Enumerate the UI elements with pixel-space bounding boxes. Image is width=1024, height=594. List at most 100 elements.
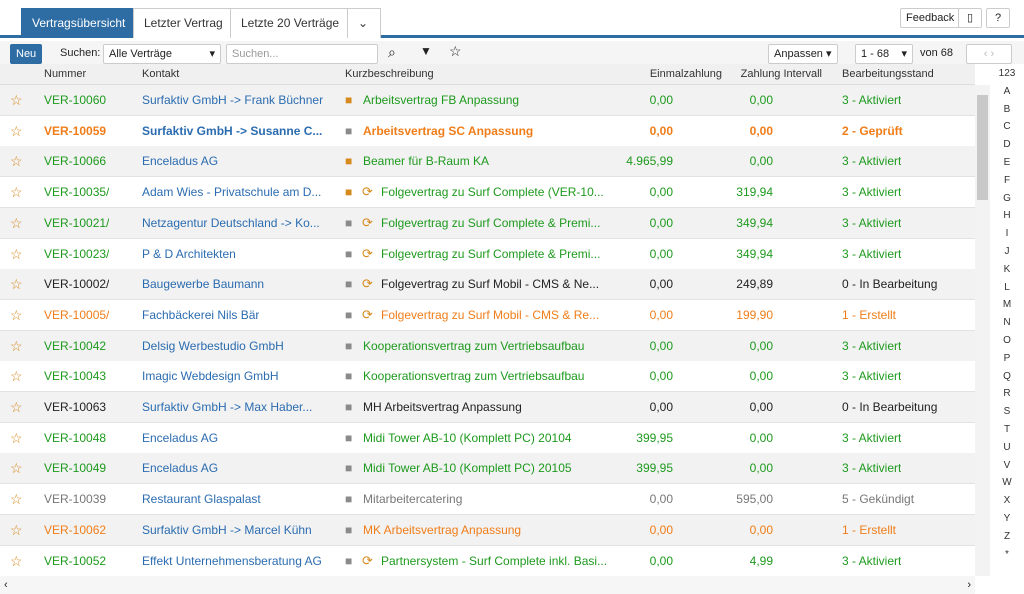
alphabet-filter[interactable]: R	[1003, 388, 1011, 400]
table-row[interactable]: ☆ ■ VER-10039 Restaurant Glaspalast Mitarbei…	[0, 484, 975, 516]
contact[interactable]: Netzagentur Deutschland -> Ko...	[142, 215, 320, 230]
favorite-star[interactable]: ☆	[10, 122, 23, 139]
alphabet-filter[interactable]: E	[1003, 157, 1011, 168]
contact[interactable]: Enceladus AG	[142, 461, 219, 476]
column-header[interactable]: Kontakt	[142, 68, 180, 80]
alphabet-filter[interactable]: H	[1003, 210, 1011, 222]
alphabet-filter[interactable]: Q	[1003, 370, 1011, 382]
alphabet-filter[interactable]: X	[1003, 495, 1011, 507]
tab-more[interactable]: ⌄	[347, 8, 381, 38]
contact[interactable]: Fachbäckerei Nils Bär	[142, 307, 260, 322]
favorite-star[interactable]: ☆	[10, 276, 23, 293]
table-row[interactable]: ☆ ■ VER-10060 Surfaktiv GmbH -> Frank Büchn…	[0, 85, 975, 116]
favorite-star[interactable]: ☆	[10, 368, 23, 385]
contact[interactable]: P & D Architekten	[142, 246, 236, 261]
table-row[interactable]: ☆ ■ ⟳ VER-10021/Netzagentur Deutschland -> …	[0, 207, 975, 239]
alphabet-filter[interactable]: F	[1003, 174, 1011, 186]
alphabet-filter[interactable]: I	[1005, 228, 1009, 240]
table-row[interactable]: ☆ ■ ⟳ VER-10035/Adam Wies - Privatschule am…	[0, 177, 975, 209]
alphabet-filter[interactable]: A	[1003, 85, 1011, 97]
horizontal-scrollbar[interactable]: ‹ ›	[0, 576, 975, 594]
alphabet-filter[interactable]: Z	[1003, 530, 1011, 542]
contact[interactable]: Surfaktiv GmbH -> Susanne C...	[142, 123, 323, 138]
favorite-star[interactable]: ☆	[10, 399, 23, 415]
alphabet-filter[interactable]: S	[1003, 406, 1011, 418]
favorite-star[interactable]: ☆	[10, 337, 23, 354]
table-row[interactable]: ☆ ■ VER-10066 Enceladus AG Beamer für B-Raum…	[0, 146, 975, 178]
alphabet-filter[interactable]: C	[1003, 121, 1011, 133]
table-row[interactable]: ☆ ■ ⟳ VER-10052 Effekt Unternehmensberatung …	[0, 545, 975, 576]
alphabet-filter[interactable]: K	[1003, 263, 1011, 275]
column-header[interactable]: Einmalzahlung	[649, 68, 722, 80]
favorite-star[interactable]: ☆	[10, 429, 23, 446]
search-input[interactable]: Suchen...	[226, 44, 378, 64]
favorite-star[interactable]: ☆	[10, 214, 23, 231]
favorite-star[interactable]: ☆	[10, 153, 23, 170]
favorite-star[interactable]: ☆	[10, 184, 23, 201]
alphabet-filter[interactable]: B	[1003, 103, 1011, 115]
table-row[interactable]: ☆ ■ ⟳ VER-10023/P & D Architekten Folgevertr…	[0, 238, 975, 270]
alphabet-filter[interactable]: J	[1004, 246, 1010, 257]
favorite-star[interactable]: ☆	[10, 491, 23, 508]
alphabet-filter[interactable]: W	[1002, 477, 1012, 489]
alphabet-filter[interactable]: D	[1003, 139, 1011, 151]
search-icon[interactable]: ⌕	[388, 44, 396, 60]
contact[interactable]: Surfaktiv GmbH -> Frank Büchner	[142, 93, 324, 107]
contact[interactable]: Enceladus AG	[142, 430, 219, 445]
table-row[interactable]: ☆ ■ VER-10043 Imagic Webdesign GmbH Kooperat…	[0, 361, 975, 393]
favorite-star[interactable]: ☆	[10, 460, 23, 477]
doc-button[interactable]: ▯	[958, 8, 982, 28]
table-row[interactable]: ☆ ■ VER-10062 Surfaktiv GmbH -> Marcel Kühn…	[0, 514, 975, 546]
contact[interactable]: Baugewerbe Baumann	[142, 277, 265, 292]
alphabet-filter[interactable]: T	[1003, 424, 1011, 435]
range-select[interactable]: 1 - 68 ▾	[855, 44, 913, 64]
column-header[interactable]: Kurzbeschreibung	[345, 68, 434, 80]
alphabet-filter[interactable]: P	[1003, 352, 1011, 364]
alphabet-filter[interactable]: 123	[998, 68, 1016, 79]
favorite-star[interactable]: ☆	[10, 92, 23, 108]
contact[interactable]: Surfaktiv GmbH -> Marcel Kühn	[142, 522, 312, 537]
contact[interactable]: Adam Wies - Privatschule am D...	[142, 185, 322, 200]
new-button[interactable]: Neu	[10, 44, 43, 64]
alphabet-filter[interactable]: U	[1003, 441, 1011, 453]
column-header[interactable]: Zahlung Intervall	[740, 68, 822, 80]
alphabet-filter[interactable]: L	[1004, 281, 1010, 293]
alphabet-filter[interactable]: G	[1003, 192, 1011, 204]
favorite-star[interactable]: ☆	[10, 521, 23, 538]
contact[interactable]: Enceladus AG	[142, 154, 219, 169]
favorite-star[interactable]: ☆	[10, 245, 23, 262]
table-row[interactable]: ☆ ■ VER-10048 Enceladus AG Midi Tower AB-10 …	[0, 422, 975, 454]
tab[interactable]: Letzter Vertrag	[133, 8, 234, 38]
vertical-scrollbar[interactable]	[975, 85, 990, 576]
contact[interactable]: Effekt Unternehmensberatung AG	[142, 553, 322, 568]
alphabet-filter[interactable]: *	[1005, 548, 1009, 560]
table-row[interactable]: ☆ ■ ⟳ VER-10002/Baugewerbe Baumann Folgevert…	[0, 269, 975, 301]
contact[interactable]: Delsig Werbestudio GmbH	[142, 338, 284, 353]
favorite-icon[interactable]: ☆	[449, 43, 462, 59]
favorite-star[interactable]: ☆	[10, 306, 23, 323]
favorite-star[interactable]: ☆	[10, 552, 23, 569]
customize-button[interactable]: Anpassen ▾	[768, 44, 838, 64]
table-row[interactable]: ☆ ■ VER-10042 Delsig Werbestudio GmbH Kooper…	[0, 330, 975, 362]
table-row[interactable]: ☆ ■ VER-10063 Surfaktiv GmbH -> Max Haber..…	[0, 392, 975, 423]
contact[interactable]: Restaurant Glaspalast	[142, 492, 261, 507]
pager[interactable]: ‹ ›	[966, 44, 1012, 64]
contact[interactable]: Surfaktiv GmbH -> Max Haber...	[142, 400, 313, 414]
table-row[interactable]: ☆ ■ VER-10049 Enceladus AG Midi Tower AB-10 …	[0, 453, 975, 485]
alphabet-filter[interactable]: O	[1003, 335, 1011, 346]
help-button[interactable]: ?	[986, 8, 1010, 28]
filter-icon[interactable]: ▼	[420, 44, 432, 58]
feedback-button[interactable]: Feedback	[900, 8, 961, 28]
column-header[interactable]: Bearbeitungsstand	[842, 68, 934, 80]
table-row[interactable]: ☆ ■ VER-10059 Surfaktiv GmbH -> Susanne C..…	[0, 115, 975, 147]
table-row[interactable]: ☆ ■ ⟳ VER-10005/Fachbäckerei Nils Bär Folgev…	[0, 299, 975, 331]
filter-select[interactable]: Alle Verträge ▾	[103, 44, 221, 64]
alphabet-filter[interactable]: Y	[1003, 513, 1011, 524]
tab[interactable]: Vertragsübersicht	[21, 8, 137, 38]
contact[interactable]: Imagic Webdesign GmbH	[142, 369, 279, 384]
tab[interactable]: Letzte 20 Verträge	[230, 8, 351, 38]
column-header[interactable]: Nummer	[44, 68, 87, 80]
alphabet-filter[interactable]: V	[1003, 459, 1011, 471]
alphabet-filter[interactable]: M	[1002, 299, 1012, 311]
alphabet-filter[interactable]: N	[1003, 317, 1011, 329]
